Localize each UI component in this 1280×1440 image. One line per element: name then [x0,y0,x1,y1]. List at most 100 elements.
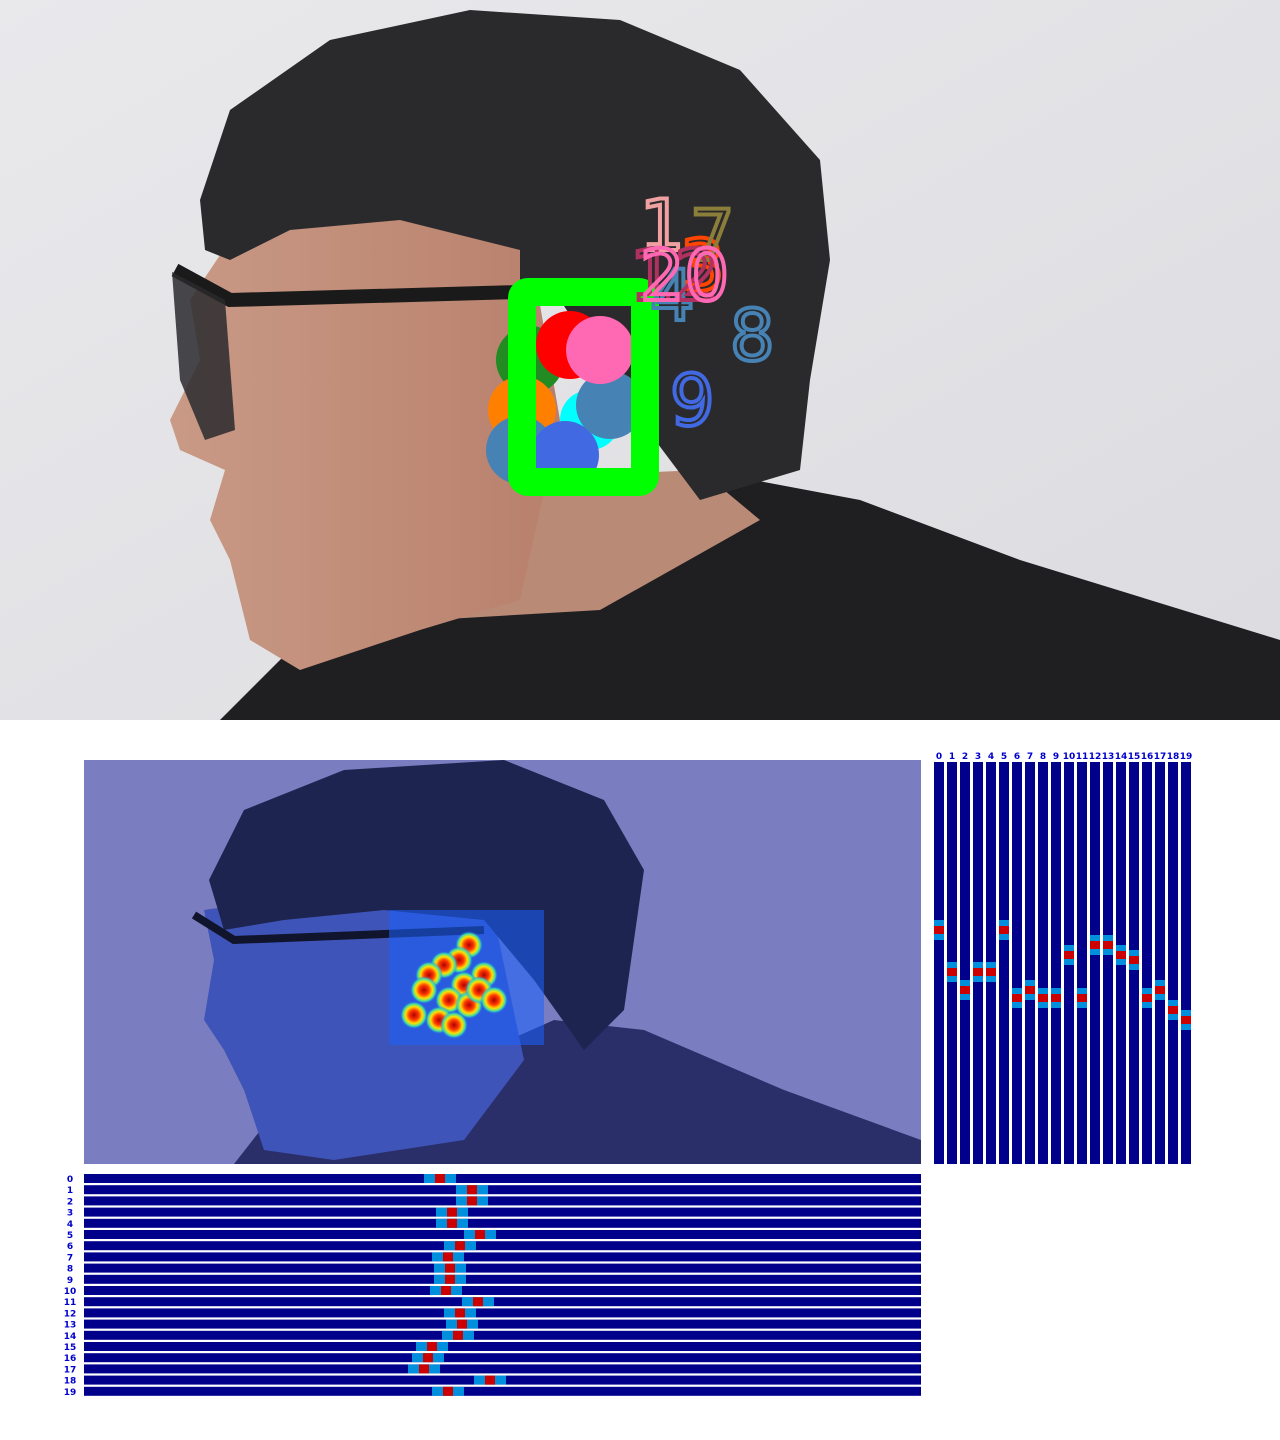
shirt [220,470,1280,720]
strip-heat-peak [1038,994,1048,1002]
strip-col-label: 15 [1128,752,1141,762]
strip-col-label: 14 [1115,752,1128,762]
keypoint-label: 7 [690,195,735,277]
horizontal-strip [84,1386,921,1396]
horizontal-strip [84,1364,921,1374]
vertical-strip [1090,762,1100,1164]
strip-heat-peak [947,968,957,976]
keypoint-label: 1 [640,185,685,267]
strip-row-label: 17 [64,1365,77,1375]
strip-heat-peak [441,1286,451,1295]
strip-row-label: 14 [64,1332,77,1342]
strip-row-label: 15 [64,1343,77,1353]
strip-col-label: 13 [1102,752,1115,762]
vertical-strip [1155,762,1165,1164]
strip-heat-peak [1142,994,1152,1002]
keypoint-label: 4 [650,255,695,337]
strip-heat-peak [485,1375,495,1385]
horizontal-strip [84,1286,921,1295]
heatmap-overlay-photo [84,760,921,1164]
strip-row-label: 0 [67,1175,73,1185]
horizontal-strip [84,1308,921,1318]
strip-heat-peak [473,1297,483,1307]
horizontal-strip [84,1274,921,1284]
strip-heat-peak [999,926,1009,934]
heat-blob [440,1011,468,1039]
strip-col-label: 1 [949,752,955,762]
vertical-strip [1051,762,1061,1164]
strip-heat-peak [467,1196,477,1206]
horizontal-strip [84,1297,921,1307]
strip-heat-peak [1012,994,1022,1002]
strip-col-label: 5 [1001,752,1007,762]
strip-heat-peak [445,1263,455,1273]
horizontal-heatmap-strips: 0 1 2 3 4 5 6 7 8 9 10 11 12 13 14 15 16 17 18 19 [60,1172,922,1398]
horizontal-strip [84,1353,921,1363]
heat-blobs [400,931,508,1039]
horizontal-strip [84,1252,921,1262]
strip-heat-peak [443,1386,453,1396]
vertical-heatmap-strips: 0 1 2 3 4 5 6 7 8 9 10 11 12 13 14 15 16 17 18 19 [932,750,1194,1164]
strip-heat-peak [455,1308,465,1318]
heat-blob [400,1001,428,1029]
strip-col-label: 0 [936,752,942,762]
strip-heat-peak [1103,941,1113,949]
strip-heat-peak [1064,951,1074,959]
keypoint-photo: 1 3 4 7 8 9 12 20 [0,0,1280,720]
strip-heat-peak [427,1342,437,1351]
strip-col-label: 6 [1014,752,1020,762]
strip-row-label: 3 [67,1209,73,1219]
vertical-strip [1012,762,1022,1164]
strip-row-label: 2 [67,1197,73,1207]
strip-col-label: 4 [988,752,994,762]
strip-heat-peak [467,1185,477,1195]
strip-col-label: 3 [975,752,981,762]
strip-col-label: 10 [1063,752,1076,762]
glasses-lens [172,272,235,440]
strip-col-label: 19 [1180,752,1193,762]
horizontal-strip [84,1330,921,1340]
strip-col-label: 12 [1089,752,1102,762]
strip-heat-peak [445,1274,455,1284]
strip-heat-peak [986,968,996,976]
strip-heat-peak [934,926,944,934]
heatmap-overlay-svg [84,760,921,1164]
keypoint-label: 9 [670,360,715,442]
strip-col-label: 18 [1167,752,1180,762]
strip-heat-peak [1168,1006,1178,1014]
keypoint-label: 12 [630,235,719,317]
strip-heat-peak [447,1207,457,1217]
vertical-strip [1077,762,1087,1164]
strip-heat-peak [419,1364,429,1374]
keypoint-label: 20 [640,235,729,317]
glasses-frame [171,263,521,308]
horizontal-strip [84,1342,921,1351]
strip-col-label: 7 [1027,752,1033,762]
strip-row-label: 8 [67,1265,73,1275]
strip-heat-peak [1181,1016,1191,1024]
keypoint-label: 8 [730,295,775,377]
vertical-strip [960,762,970,1164]
horizontal-strip [84,1207,921,1217]
strip-heat-peak [443,1252,453,1262]
strip-heat-peak [1129,956,1139,964]
vertical-strips-svg: 0 1 2 3 4 5 6 7 8 9 10 11 12 13 14 15 16 17 18 19 [934,752,1193,1164]
strip-row-label: 1 [67,1186,73,1196]
strip-heat-peak [423,1353,433,1363]
vertical-strip [1103,762,1113,1164]
strip-heat-peak [1025,986,1035,994]
heat-blob [410,976,438,1004]
strip-col-label: 2 [962,752,968,762]
vertical-strip [1038,762,1048,1164]
keypoint-dot [566,316,634,384]
strip-col-label: 8 [1040,752,1046,762]
strip-heat-peak [457,1319,467,1329]
strip-heat-peak [973,968,983,976]
strip-row-label: 6 [67,1242,73,1252]
strip-heat-peak [435,1174,445,1183]
face [170,190,560,670]
vertical-strip [934,762,944,1164]
vertical-strip [1168,762,1178,1164]
